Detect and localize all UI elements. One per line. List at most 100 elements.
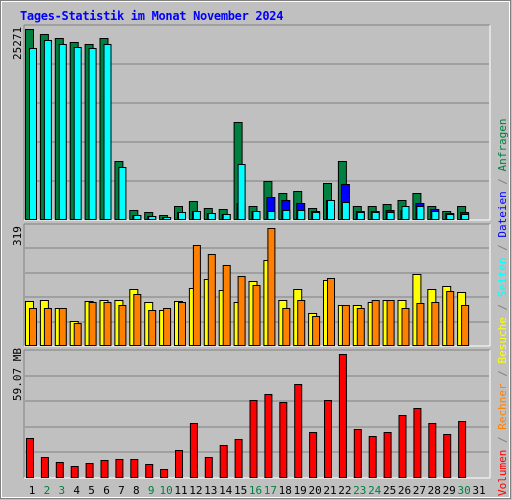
x-tick-label: 17 (264, 484, 277, 497)
bar-seiten (371, 212, 380, 220)
bar-volumen (55, 462, 64, 478)
bar-volumen (249, 400, 258, 478)
legend-entry: Besuche (496, 317, 509, 364)
bar-volumen (338, 354, 347, 478)
x-tick-label: 6 (103, 484, 110, 497)
x-tick-label: 15 (234, 484, 247, 497)
bar-seiten (386, 212, 395, 220)
bar-volumen (353, 429, 362, 478)
bar-rechner (297, 300, 306, 346)
bar-rechner (252, 285, 261, 346)
bar-rechner (103, 302, 112, 346)
bar-volumen (398, 415, 407, 478)
bar-volumen (70, 466, 79, 478)
bar-rechner (222, 265, 231, 346)
bar-volumen (294, 384, 303, 478)
bar-rechner (207, 254, 216, 346)
bar-seiten (446, 214, 455, 220)
bar-volumen (100, 460, 109, 478)
bar-volumen (324, 400, 332, 478)
bar-volumen (160, 469, 169, 478)
x-tick-label: 27 (413, 484, 426, 497)
x-tick-label: 23 (353, 484, 366, 497)
bar-seiten (163, 217, 172, 220)
bar-rechner (401, 308, 410, 346)
bar-volumen (175, 450, 183, 478)
legend-entry: / (496, 429, 509, 450)
x-tick-label: 2 (44, 484, 51, 497)
bar-volumen (458, 421, 467, 478)
bar-volumen (130, 459, 139, 478)
bar-rechner (118, 305, 127, 346)
bar-rechner (148, 310, 157, 346)
bar-seiten (416, 206, 425, 220)
bar-volumen (145, 464, 154, 478)
bar-seiten (58, 44, 67, 220)
bar-seiten (356, 212, 365, 220)
x-tick-label: 29 (443, 484, 456, 497)
bar-volumen (234, 439, 243, 478)
bar-rechner (43, 308, 52, 346)
bar-seiten (341, 202, 350, 220)
bar-volumen (115, 459, 124, 478)
bar-seiten (252, 211, 261, 220)
x-tick-label: 10 (159, 484, 172, 497)
bar-volumen (85, 463, 94, 478)
x-tick-label: 11 (174, 484, 187, 497)
bar-seiten (133, 215, 142, 220)
legend-entry: Seiten (496, 257, 509, 298)
bar-volumen (368, 436, 377, 478)
bar-seiten (192, 211, 201, 220)
bottom-panel-max-label: 59.07 MB (11, 348, 24, 401)
bar-rechner (327, 278, 335, 346)
bar-seiten (222, 214, 231, 220)
bar-rechner (133, 294, 142, 346)
bar-rechner (267, 228, 276, 346)
bar-seiten (118, 167, 127, 220)
bar-seiten (461, 214, 470, 220)
bar-seiten (178, 212, 186, 220)
x-tick-label: 26 (398, 484, 411, 497)
x-tick-label: 24 (368, 484, 382, 497)
x-tick-label: 3 (58, 484, 65, 497)
bar-seiten (401, 206, 410, 220)
legend-entry: / (496, 297, 509, 318)
bar-seiten (297, 210, 306, 220)
legend-entry: Volumen (496, 449, 509, 496)
bar-seiten (148, 216, 157, 220)
x-tick-label: 28 (428, 484, 441, 497)
bar-rechner (163, 308, 172, 346)
bar-volumen (189, 423, 198, 478)
x-tick-label: 25 (383, 484, 396, 497)
bar-rechner (29, 308, 37, 346)
legend-entry: / (496, 171, 509, 192)
bar-seiten (237, 164, 246, 220)
middle-panel-max-label: 319 (11, 226, 24, 246)
bar-seiten (29, 48, 37, 220)
x-tick-label: 18 (279, 484, 292, 497)
x-tick-label: 21 (323, 484, 336, 497)
bar-rechner (312, 316, 321, 346)
bar-rechner (73, 323, 82, 346)
bar-volumen (413, 408, 422, 478)
bar-volumen (383, 432, 392, 478)
legend-entry: Anfragen (496, 118, 509, 172)
x-tick-label: 9 (148, 484, 155, 497)
x-tick-label: 4 (73, 484, 80, 497)
bar-rechner (58, 308, 67, 346)
bar-seiten (43, 40, 52, 220)
top-panel-max-label: 25271 (11, 26, 24, 60)
bar-rechner (431, 302, 440, 346)
bar-volumen (443, 434, 452, 478)
x-tick-label: 19 (294, 484, 307, 497)
bar-seiten (103, 44, 112, 220)
bar-volumen (204, 457, 213, 478)
series-legend: Volumen / Rechner / Besuche / Seiten / D… (496, 118, 509, 496)
bar-rechner (386, 300, 395, 346)
chart-title: Tages-Statistik im Monat November 2024 (20, 9, 284, 23)
bar-seiten (88, 48, 97, 220)
bar-seiten (327, 200, 335, 220)
legend-entry: / (496, 363, 509, 384)
x-tick-label: 8 (133, 484, 140, 497)
